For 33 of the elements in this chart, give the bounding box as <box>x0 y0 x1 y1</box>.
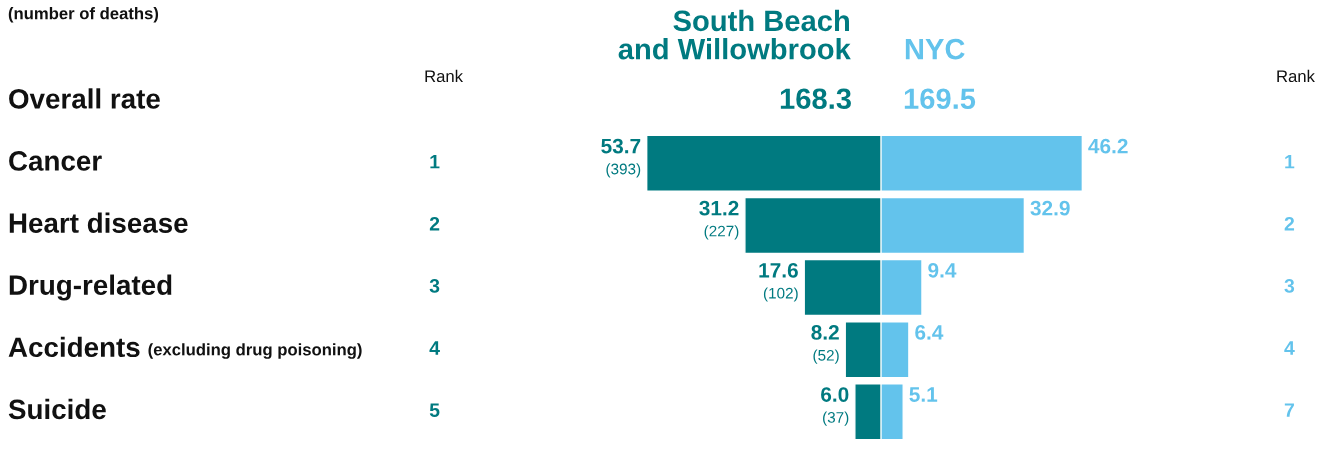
text: 2 <box>429 216 440 231</box>
text: Rank <box>1277 69 1315 83</box>
y-tick-label: Heart disease <box>9 212 188 233</box>
data-label: 46.2 <box>1088 138 1128 154</box>
annotation: 169.5 <box>904 88 976 110</box>
text: 4 <box>429 341 440 355</box>
y-tick-label: Accidents (excluding drug poisoning) <box>8 336 362 359</box>
text: 3 <box>429 279 440 293</box>
data-label: 5.1 <box>909 387 938 402</box>
annotation: 168.3 <box>780 88 851 110</box>
y-tick-label: Cancer <box>9 151 102 171</box>
text: 7 <box>1284 403 1294 417</box>
y-tick-label: Suicide <box>8 398 106 420</box>
data-label: 17.6 (102) <box>759 262 798 302</box>
text: 1 <box>430 154 440 169</box>
data-label: 9.4 <box>928 262 957 278</box>
data-label: 32.9 <box>1030 200 1070 216</box>
text: 1 <box>1285 154 1295 169</box>
text: South Beach and Willowbrook <box>618 9 851 60</box>
data-label: 53.7 (393) <box>601 138 641 178</box>
text: 2 <box>1284 216 1295 231</box>
text: 5 <box>429 403 440 417</box>
text: 4 <box>1284 341 1295 355</box>
text: NYC <box>905 38 965 60</box>
y-tick-label: Overall rate <box>9 88 160 109</box>
data-label: 6.4 <box>915 325 944 340</box>
text: 3 <box>1284 279 1295 293</box>
text: Rank <box>425 69 464 83</box>
data-label: 31.2 (227) <box>699 200 739 240</box>
y-tick-label: Drug-related <box>9 274 172 301</box>
data-label: 8.2 (52) <box>811 325 839 364</box>
data-label: 6.0 (37) <box>821 387 849 426</box>
text: (number of deaths) <box>8 7 159 23</box>
